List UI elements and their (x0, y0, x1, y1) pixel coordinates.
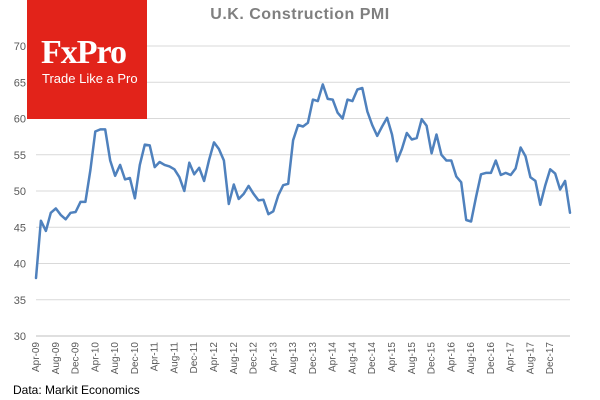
x-tick-label: Apr-12 (209, 342, 220, 372)
x-tick-label: Apr-14 (328, 342, 339, 372)
fxpro-logo: FxPro Trade Like a Pro (27, 0, 147, 119)
y-tick-label: 45 (14, 222, 26, 234)
x-tick-label: Apr-17 (506, 342, 517, 372)
x-tick-label: Aug-15 (407, 342, 418, 375)
x-axis-tick-labels: Apr-09 Aug-09 Dec-09 Apr-10 Aug-10 Dec-10 Apr-… (31, 342, 556, 375)
x-tick-label: Dec-17 (545, 342, 556, 375)
y-tick-label: 65 (14, 77, 26, 89)
x-tick-label: Aug-13 (288, 342, 299, 375)
x-tick-label: Aug-16 (466, 342, 477, 375)
x-tick-label: Aug-10 (110, 342, 121, 375)
y-tick-label: 50 (14, 186, 26, 198)
x-tick-label: Dec-10 (130, 342, 141, 375)
x-tick-label: Dec-14 (367, 342, 378, 375)
y-tick-label: 35 (14, 295, 26, 307)
x-tick-label: Aug-09 (51, 342, 62, 375)
x-tick-label: Dec-13 (308, 342, 319, 375)
y-tick-label: 55 (14, 150, 26, 162)
x-tick-label: Apr-13 (268, 342, 279, 372)
chart-title: U.K. Construction PMI (210, 6, 390, 23)
y-axis-tick-labels: 30 35 40 45 50 55 60 65 70 (14, 41, 26, 343)
series-layer (34, 83, 572, 280)
x-tick-label: Aug-11 (169, 342, 180, 374)
x-tick-label: Aug-17 (525, 342, 536, 375)
x-tick-label: Aug-14 (347, 342, 358, 375)
x-tick-label: Apr-11 (150, 342, 161, 372)
x-tick-label: Dec-15 (427, 342, 438, 375)
y-tick-label: 40 (14, 259, 26, 271)
x-tick-label: Apr-16 (446, 342, 457, 372)
x-tick-label: Apr-10 (90, 342, 101, 372)
y-tick-label: 30 (14, 331, 26, 343)
x-tick-label: Aug-12 (229, 342, 240, 375)
source-note: Data: Markit Economics (13, 383, 140, 397)
x-tick-label: Dec-11 (189, 342, 200, 374)
x-tick-label: Apr-09 (31, 342, 42, 372)
x-tick-label: Dec-16 (486, 342, 497, 375)
logo-tagline: Trade Like a Pro (42, 71, 138, 86)
y-tick-label: 60 (14, 114, 26, 126)
logo-wordmark: FxPro (41, 34, 127, 71)
x-tick-label: Dec-09 (71, 342, 82, 375)
x-tick-label: Dec-12 (249, 342, 260, 375)
y-tick-label: 70 (14, 41, 26, 53)
x-tick-label: Apr-15 (387, 342, 398, 372)
